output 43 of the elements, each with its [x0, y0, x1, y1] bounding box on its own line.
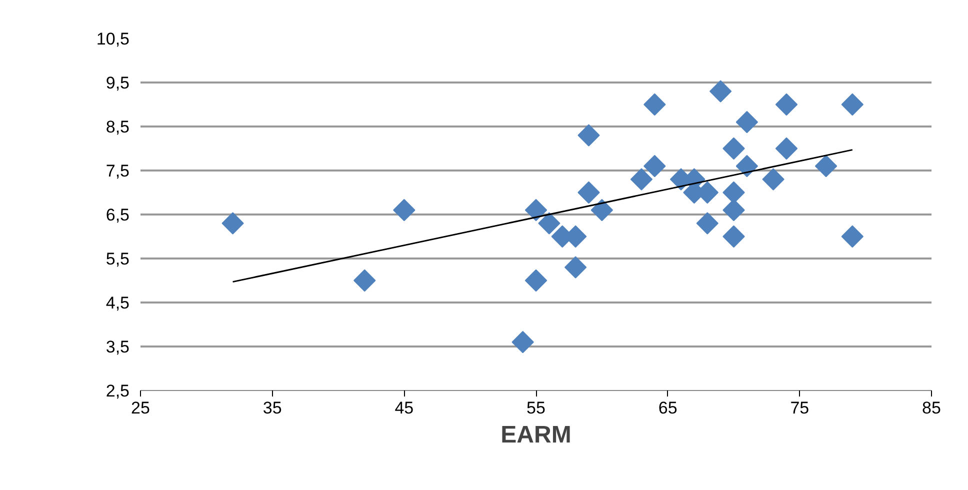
- x-tick-label: 85: [922, 398, 941, 418]
- point: [644, 93, 666, 116]
- x-tick-label: 45: [394, 398, 414, 418]
- point: [524, 198, 548, 222]
- point: [524, 269, 548, 292]
- y-tick-label: 4,5: [106, 294, 130, 312]
- point: [644, 154, 666, 178]
- point: [354, 269, 376, 292]
- point: [736, 110, 758, 134]
- y-tick-label: 5,5: [106, 250, 130, 268]
- point: [775, 93, 798, 116]
- point: [736, 154, 758, 178]
- y-tick-label: 2,5: [106, 382, 130, 400]
- x-tick-label: 35: [262, 398, 282, 418]
- point: [762, 168, 784, 190]
- y-tick-label: 6,5: [106, 206, 130, 224]
- point: [578, 124, 600, 146]
- point: [222, 212, 244, 234]
- point: [512, 330, 534, 354]
- point: [709, 80, 732, 102]
- point: [630, 168, 653, 190]
- x-tick-label: 65: [658, 398, 678, 418]
- point: [696, 212, 718, 234]
- y-tick-label: 3,5: [106, 338, 130, 356]
- point: [841, 93, 864, 116]
- point: [590, 198, 614, 222]
- point: [841, 225, 864, 248]
- y-tick-label: 7,5: [106, 162, 130, 180]
- point: [814, 154, 838, 178]
- y-tick-label: 9,5: [106, 74, 130, 92]
- point: [722, 225, 745, 248]
- x-axis-title: EARM: [500, 422, 572, 448]
- x-tick-label: 75: [790, 398, 810, 418]
- y-tick-label: 10,5: [96, 30, 130, 48]
- point: [775, 137, 798, 160]
- point: [722, 137, 745, 160]
- y-tick-label: 8,5: [106, 118, 130, 136]
- point: [393, 198, 416, 222]
- point: [578, 181, 600, 204]
- point: [564, 256, 587, 278]
- x-tick-label: 55: [526, 398, 546, 418]
- point: [538, 212, 560, 234]
- x-tick-label: 25: [131, 398, 150, 418]
